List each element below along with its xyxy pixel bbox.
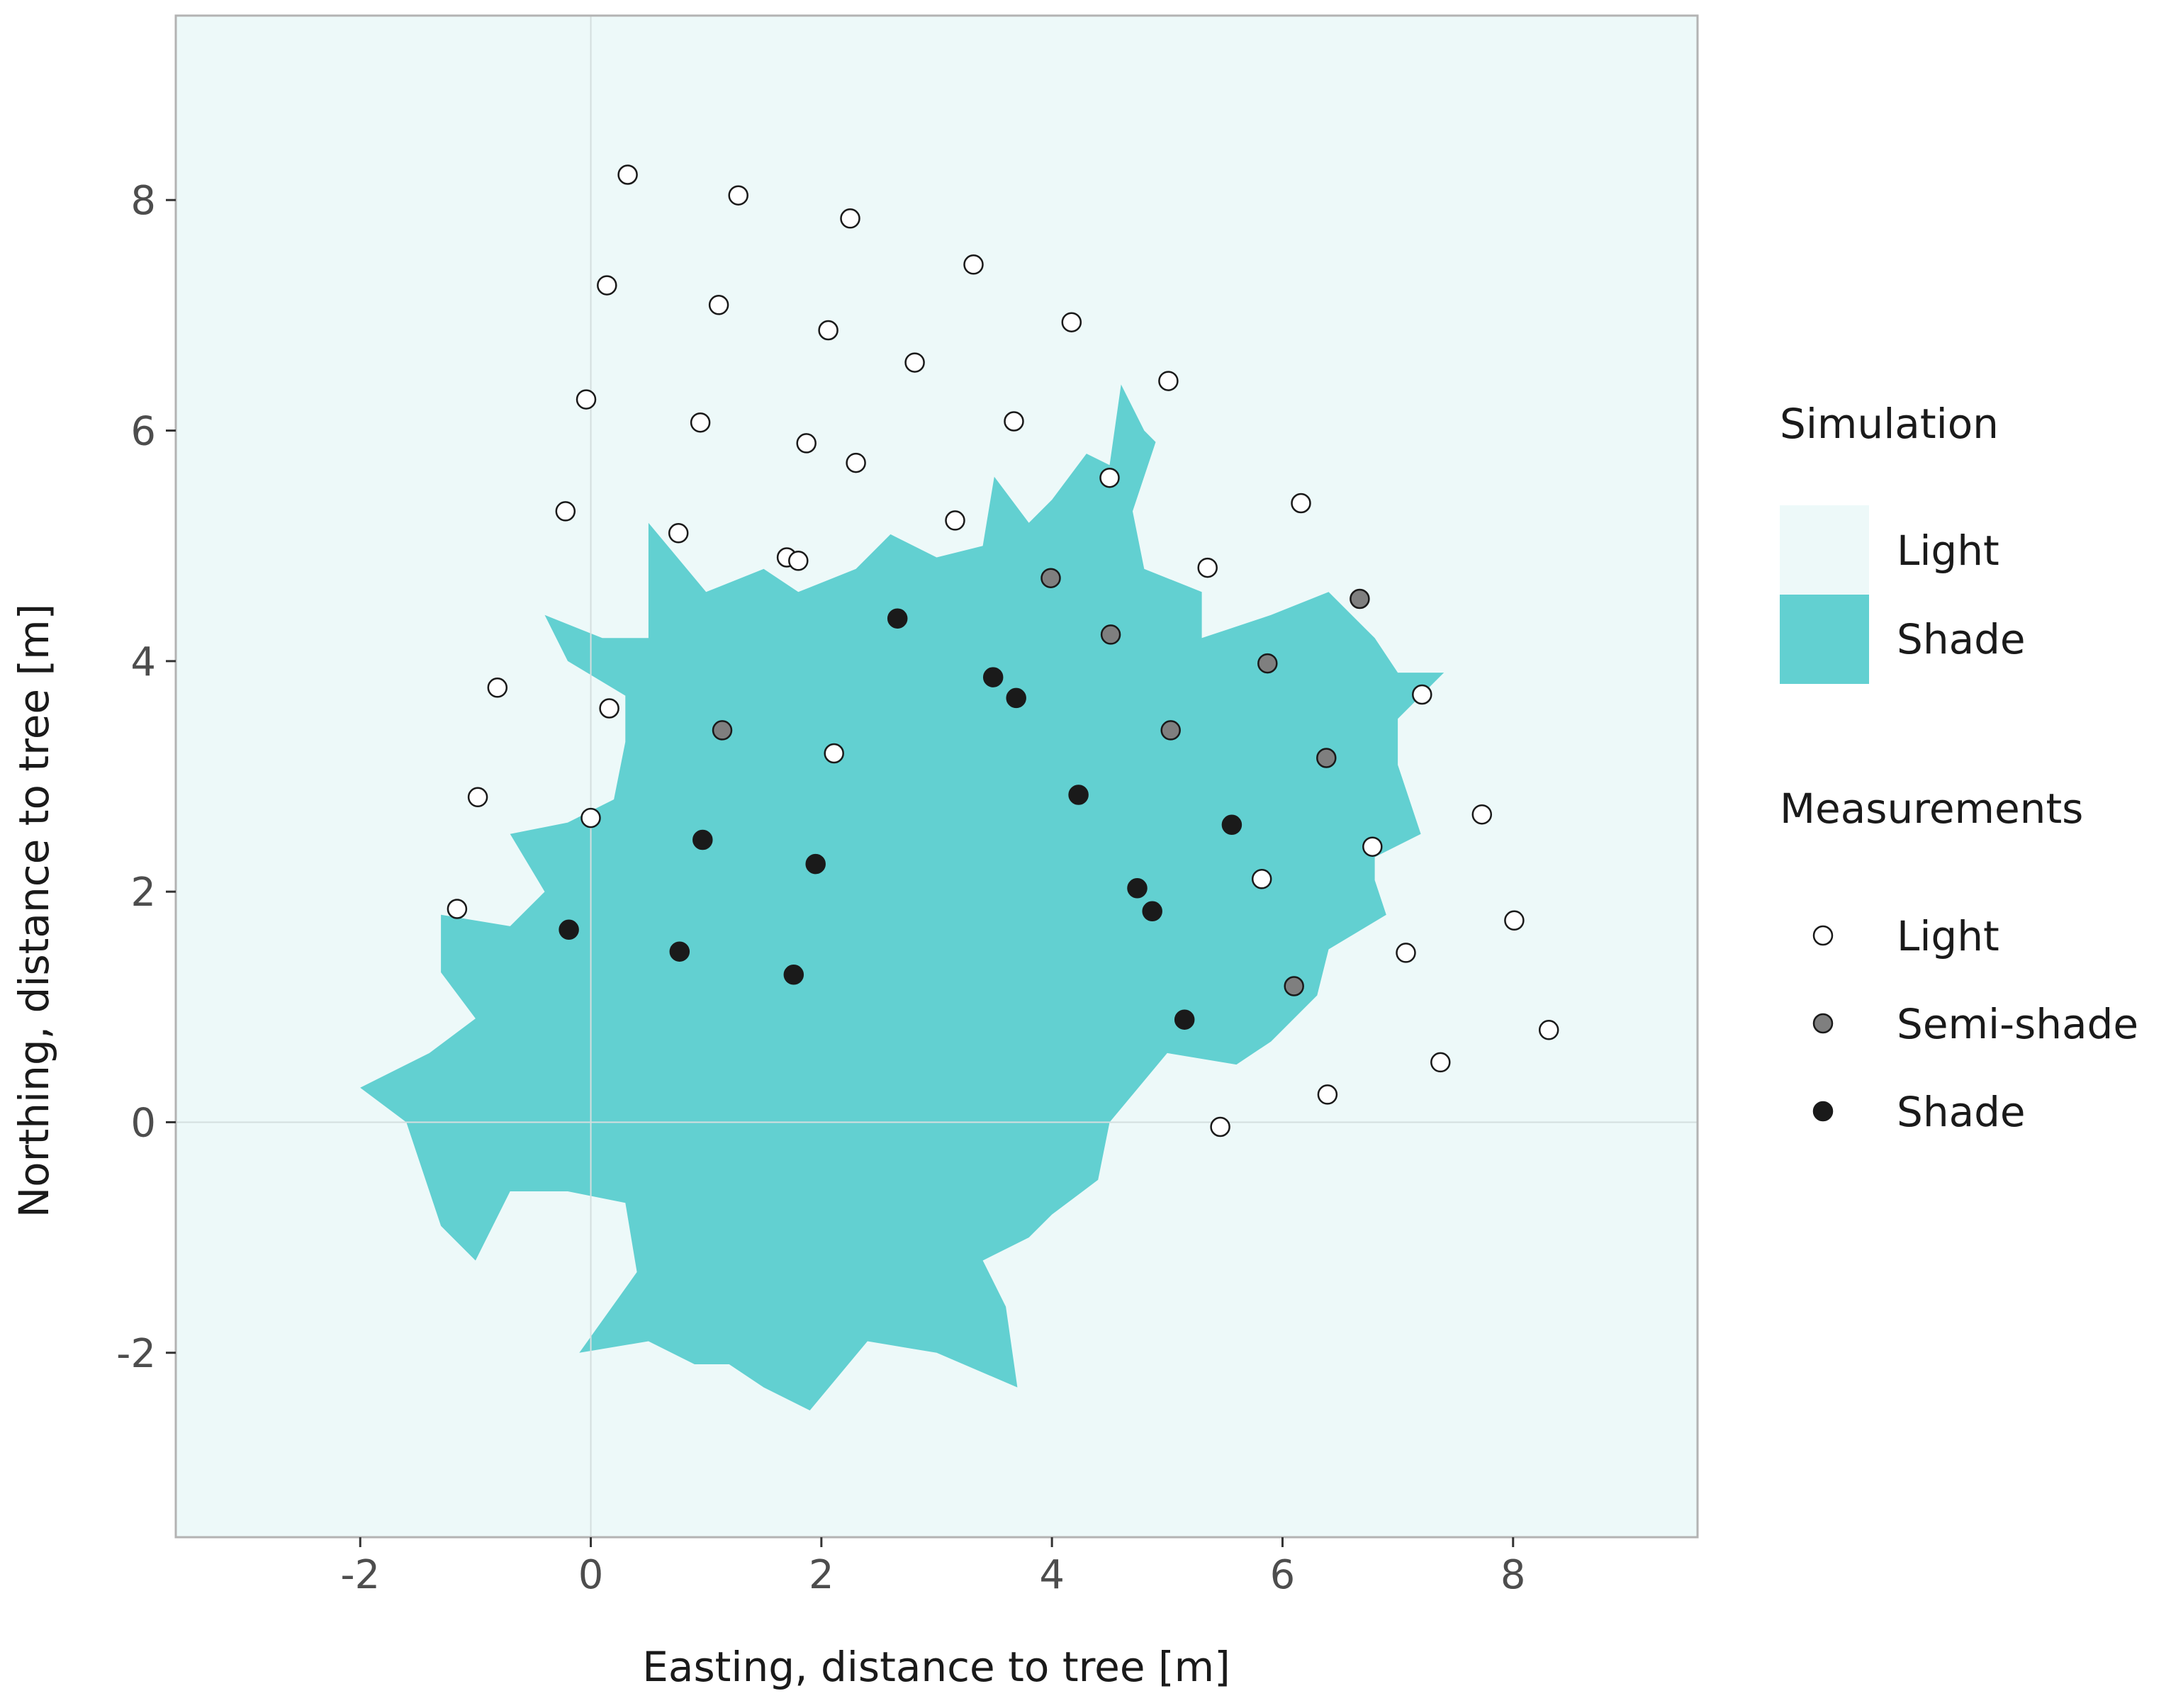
x-tick-label: -2 [340, 1552, 380, 1598]
legend-measurements-title: Measurements [1780, 785, 2083, 833]
legend-key-meas-light [1812, 925, 1834, 946]
point-light [1291, 493, 1311, 514]
point-semi-shade [1284, 976, 1304, 996]
legend-label-sim-shade: Shade [1897, 615, 2026, 663]
point-light [487, 678, 508, 698]
point-light [1430, 1052, 1451, 1073]
point-shade [1142, 901, 1162, 922]
y-tick-label: 2 [130, 870, 156, 916]
point-shade [1127, 878, 1148, 899]
point-light [824, 743, 844, 764]
x-tick-label: 2 [809, 1552, 834, 1598]
point-semi-shade [1040, 568, 1061, 588]
point-light [1317, 1084, 1338, 1105]
legend-simulation: Simulation Light Shade [1780, 400, 2026, 684]
x-tick-label: 6 [1270, 1552, 1296, 1598]
point-light [796, 433, 817, 454]
plot-panel [174, 14, 1699, 1539]
point-semi-shade [1100, 624, 1121, 645]
point-shade [805, 853, 826, 875]
y-axis-title: Northing, distance to tree [m] [10, 604, 58, 1218]
point-light [1412, 684, 1432, 705]
legend-key-meas-semi-shade [1812, 1013, 1834, 1034]
legend-key-sim-shade [1780, 595, 1869, 684]
point-light [1471, 804, 1493, 825]
point-light [846, 452, 866, 473]
point-shade [559, 919, 579, 940]
point-light [555, 501, 576, 522]
point-light [1197, 557, 1218, 578]
point-light [818, 320, 838, 341]
point-light [840, 208, 860, 229]
legend-label-meas-light: Light [1897, 912, 1999, 960]
point-light [963, 254, 984, 275]
point-shade [887, 608, 908, 629]
simulation-shade-area [360, 384, 1444, 1411]
point-light [690, 412, 711, 433]
point-semi-shade [712, 720, 733, 741]
y-tick-label: 0 [130, 1100, 156, 1146]
point-light [580, 807, 601, 828]
point-light [597, 275, 617, 296]
point-shade [982, 667, 1004, 687]
point-shade [1221, 814, 1242, 836]
legend-measurements: Measurements Light Semi-shade Shade [1780, 785, 2138, 1136]
point-semi-shade [1160, 720, 1181, 741]
point-shade [1068, 785, 1089, 805]
legend-label-sim-light: Light [1897, 527, 1999, 575]
point-light [467, 787, 488, 808]
point-shade [1174, 1009, 1195, 1030]
legend-key-sim-light [1780, 505, 1869, 595]
y-tick-label: -2 [116, 1331, 156, 1377]
x-tick-label: 4 [1039, 1552, 1065, 1598]
y-tick-label: 6 [130, 409, 156, 455]
point-light [1061, 312, 1082, 332]
point-shade [669, 941, 690, 962]
point-light [1158, 371, 1179, 391]
measurement-points [447, 164, 1559, 1137]
x-tick-label: 0 [578, 1552, 604, 1598]
point-light [788, 551, 809, 571]
y-tick-label: 4 [130, 639, 156, 685]
point-shade [692, 829, 713, 850]
point-light [1396, 943, 1416, 963]
point-light [728, 185, 748, 206]
point-light [1210, 1116, 1230, 1137]
point-light [1004, 411, 1024, 432]
point-shade [783, 965, 804, 985]
point-light [1251, 869, 1272, 889]
x-axis-title: Easting, distance to tree [m] [642, 1643, 1230, 1691]
legend-label-meas-semi-shade: Semi-shade [1897, 1000, 2138, 1048]
point-light [668, 523, 689, 544]
point-light [1504, 910, 1525, 931]
panel-border [174, 14, 1699, 1539]
legend-key-meas-shade [1812, 1101, 1834, 1122]
point-light [945, 510, 965, 531]
point-light [599, 698, 619, 719]
legend-label-meas-shade: Shade [1897, 1088, 2026, 1136]
y-tick-label: 8 [130, 178, 156, 224]
point-light [708, 295, 729, 315]
point-shade [1006, 687, 1026, 709]
point-light [1099, 467, 1120, 488]
point-light [447, 899, 468, 919]
point-semi-shade [1350, 588, 1370, 609]
point-light [576, 389, 597, 410]
point-light [904, 352, 925, 373]
legend-simulation-title: Simulation [1780, 400, 1999, 448]
axes: -2 0 2 4 6 8 -2 0 2 4 6 8 [116, 178, 1525, 1598]
x-tick-label: 8 [1500, 1552, 1526, 1598]
point-light [1538, 1020, 1559, 1040]
point-light [617, 164, 638, 185]
point-semi-shade [1316, 748, 1337, 768]
point-semi-shade [1257, 653, 1278, 674]
point-light [1362, 836, 1383, 857]
